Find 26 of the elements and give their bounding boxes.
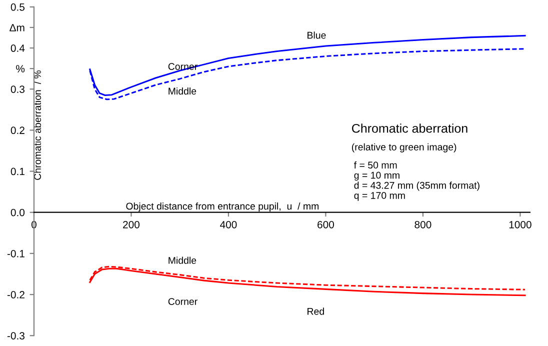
- x-axis-title: Object distance from entrance pupil, u / mm: [126, 202, 319, 212]
- annotation: Middle: [168, 87, 196, 95]
- annotation: (relative to green image): [352, 143, 456, 152]
- y-tick-label: 0.2: [10, 126, 24, 134]
- y-tick-label: %: [16, 65, 25, 72]
- x-tick-label: 800: [414, 220, 432, 228]
- y-tick-label: -0.2: [7, 291, 24, 298]
- x-tick-label: 600: [318, 220, 334, 228]
- y-tick-label: -0.1: [7, 250, 24, 258]
- y-tick-label: 0.1: [10, 168, 24, 176]
- x-tick-label: 400: [220, 220, 237, 228]
- y-tick-label: 0.5: [10, 3, 25, 11]
- annotation: Middle: [168, 256, 196, 264]
- y-tick-label: 0.4: [10, 44, 25, 52]
- y-tick-label: Δm: [10, 24, 24, 32]
- x-tick-label: 1000: [509, 220, 532, 228]
- annotation: Corner: [168, 63, 198, 70]
- y-tick-label: 0.0: [10, 208, 25, 216]
- y-tick-label: 0.3: [10, 86, 24, 93]
- annotation: Chromatic aberration: [352, 124, 468, 133]
- annotation: Red: [308, 308, 324, 315]
- annotation: Corner: [168, 298, 198, 305]
- annotation: Blue: [308, 32, 326, 39]
- x-tick-label: 200: [123, 220, 140, 228]
- annotation: f = 50 mm g = 10 mm d = 43.27 mm (35mm format) q = 170 mm: [354, 161, 480, 201]
- y-tick-label: -0.3: [7, 332, 24, 340]
